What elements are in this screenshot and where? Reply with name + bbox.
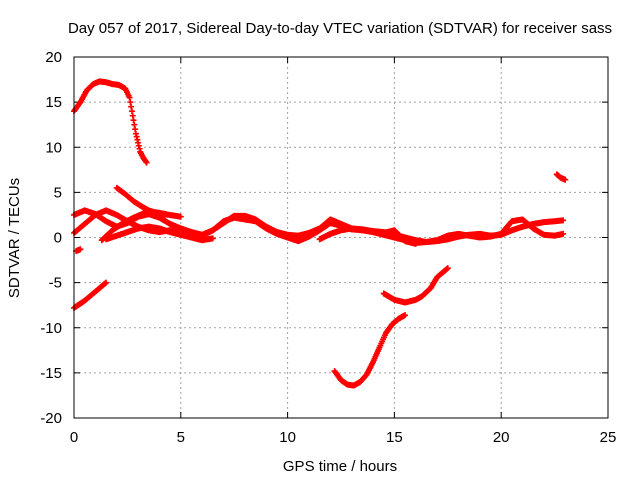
y-tick-label: 0 [54,230,62,247]
y-tick-label: 15 [45,94,62,111]
series-markers [553,171,569,183]
series-dip-2 [380,265,451,306]
y-tick-label: -20 [40,410,62,427]
x-tick-label: 20 [493,429,510,446]
x-tick-label: 15 [386,429,403,446]
series-markers [380,265,451,306]
series-branch-2 [98,209,169,244]
chart-title: Day 057 of 2017, Sidereal Day-to-day VTE… [68,20,612,37]
x-tick-label: 25 [600,429,617,446]
y-tick-label: -5 [49,275,62,292]
series-markers [316,225,419,247]
y-tick-label: -10 [40,320,62,337]
x-axis-label: GPS time / hours [283,458,397,475]
x-tick-label: 5 [177,429,185,446]
y-tick-label: 5 [54,184,62,201]
series-arc-short [73,246,84,255]
series-markers [331,312,409,389]
y-tick-label: -15 [40,365,62,382]
plot-frame [73,56,609,419]
x-tick-label: 10 [279,429,296,446]
data-points [71,78,569,389]
series-late-high [553,171,569,183]
x-tick-label: 0 [70,429,78,446]
y-axis-label: SDTVAR / TECUs [6,178,23,298]
series-branch-3 [316,225,419,247]
series-dip [331,312,409,389]
series-markers [73,246,84,255]
series-markers [98,209,169,244]
y-tick-label: 20 [45,49,62,66]
tick-labels: 0 5 10 15 20 25 -20 -15 -10 -5 0 5 10 15 20 [40,49,616,446]
y-tick-label: 10 [45,139,62,156]
